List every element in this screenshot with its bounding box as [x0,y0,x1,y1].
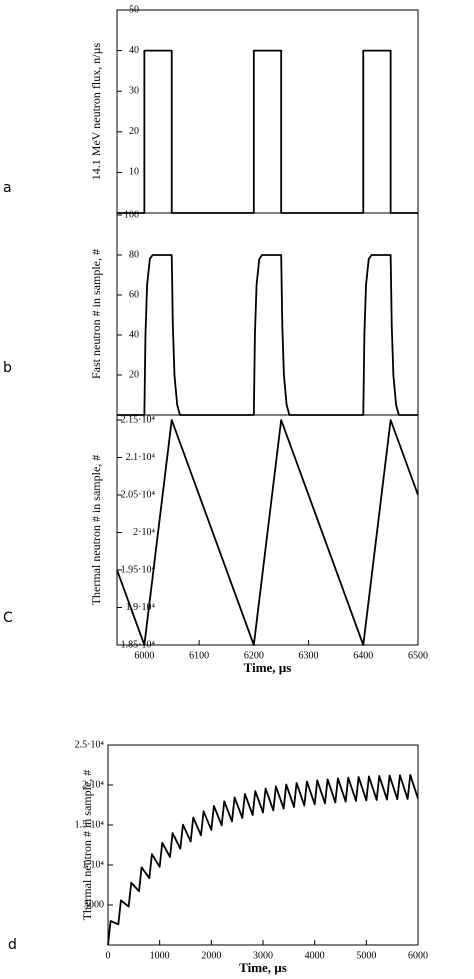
y-tick-label: 2·10⁴ [133,527,155,538]
y-axis-label: Thermal neutron # in sample, # [89,455,103,606]
data-line [117,254,418,416]
y-tick-label: 2.1·10⁴ [126,452,156,463]
y-tick-label: 2.15·10⁴ [121,414,156,425]
panel-label: C [3,610,13,626]
x-tick-label: 3000 [253,950,273,961]
y-tick-label: 10 [129,167,139,178]
x-tick-label: 2000 [201,950,221,961]
x-axis-label: Time, µs [244,660,292,675]
y-tick-label: 1.85·10⁴ [121,639,156,650]
data-line [107,774,419,946]
y-tick-label: 1·10⁴ [82,859,104,870]
y-tick-label: 20 [129,369,139,380]
panel-label: a [3,180,12,196]
y-tick-label: 100 [124,209,139,220]
x-tick-label: 4000 [305,950,325,961]
data-line [116,419,419,646]
x-tick-label: 5000 [356,950,376,961]
panel-label: b [3,360,12,376]
y-tick-label: 5000 [84,899,104,910]
y-tick-label: 40 [129,45,139,56]
x-tick-label: 6300 [299,650,319,661]
panel-label: d [8,937,17,953]
plot-frame [116,9,419,214]
x-tick-label: 6200 [244,650,264,661]
y-tick-label: 30 [129,85,139,96]
x-tick-label: 6000 [408,950,428,961]
x-axis-label: Time, µs [239,960,287,975]
y-tick-label: 1.9·10⁴ [126,602,156,613]
x-tick-label: 6400 [353,650,373,661]
data-line [117,49,418,214]
y-axis-label: Fast neutron # in sample, # [89,249,103,379]
x-tick-label: 6000 [134,650,154,661]
y-tick-label: 1.95·10⁴ [121,564,156,575]
y-axis-label: 14.1 MeV neutron flux, n/µs [89,43,103,181]
plot-frame [116,212,419,416]
plot-frame [107,744,419,946]
y-tick-label: 2·10⁴ [82,779,104,790]
y-tick-label: 80 [129,249,139,260]
y-tick-label: 20 [129,126,139,137]
y-axis-label: Thermal neutron # in sample, # [80,770,94,921]
x-tick-label: 1000 [150,950,170,961]
plot-frame [116,414,419,646]
x-tick-label: 0 [106,950,111,961]
y-tick-label: 50 [129,4,139,15]
y-tick-label: 2.5·10⁴ [75,739,105,750]
x-tick-label: 6100 [189,650,209,661]
y-tick-label: 2.05·10⁴ [121,489,156,500]
x-tick-label: 6500 [408,650,428,661]
y-tick-label: 1.5·10⁴ [75,819,105,830]
y-tick-label: 40 [129,329,139,340]
y-tick-label: 60 [129,289,139,300]
